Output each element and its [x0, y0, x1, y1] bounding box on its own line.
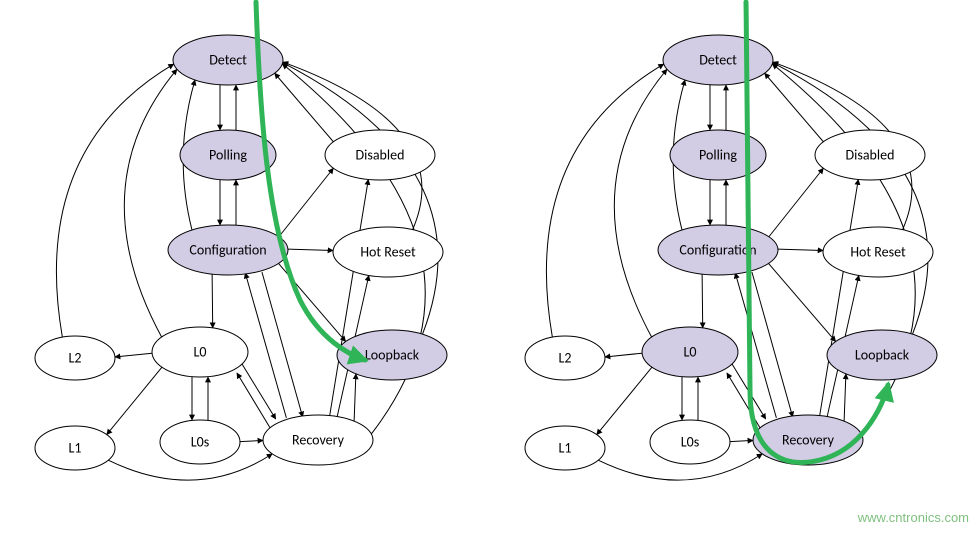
- edge: [237, 373, 272, 431]
- edge: [275, 73, 334, 142]
- edge: [727, 373, 762, 431]
- edge: [354, 374, 356, 421]
- state-hotreset-label: Hot Reset: [360, 243, 416, 260]
- state-diagram-canvas: Detect Polling Configuration L0 L0s L2 L1 Disab…: [0, 0, 979, 533]
- state-l1-label: L1: [69, 439, 82, 456]
- edge: [288, 249, 333, 250]
- edge: [283, 63, 438, 335]
- state-l2-label: L2: [69, 349, 82, 366]
- state-disabled-label: Disabled: [846, 146, 895, 163]
- edge: [597, 367, 652, 434]
- diagram-1: Detect Polling Configuration L0 L0s L2 L1 Disab…: [525, 2, 937, 480]
- state-loopback-label: Loopback: [365, 346, 420, 363]
- edge: [702, 274, 703, 328]
- edge: [752, 272, 793, 417]
- state-disabled-label: Disabled: [356, 146, 405, 163]
- edge: [56, 64, 173, 337]
- edge: [107, 367, 162, 434]
- state-config-label: Configuration: [189, 241, 266, 258]
- edge: [279, 168, 333, 237]
- state-config-label: Configuration: [679, 241, 756, 258]
- edge: [240, 440, 263, 441]
- edge: [212, 274, 213, 328]
- edge: [614, 69, 667, 337]
- edge: [605, 353, 642, 357]
- edge: [765, 73, 824, 142]
- state-recovery-label: Recovery: [782, 431, 835, 448]
- state-l0s-label: L0s: [191, 433, 209, 450]
- edge: [820, 179, 859, 415]
- watermark: www.cntronics.com: [858, 510, 969, 525]
- edge: [330, 179, 369, 415]
- state-polling-label: Polling: [209, 146, 247, 163]
- state-l0-label: L0: [194, 343, 207, 360]
- edge: [124, 69, 177, 337]
- state-polling-label: Polling: [699, 146, 737, 163]
- edge: [844, 374, 846, 421]
- edge: [769, 263, 836, 341]
- state-l0-label: L0: [684, 343, 697, 360]
- state-l2-label: L2: [559, 349, 572, 366]
- state-detect-label: Detect: [699, 51, 737, 68]
- edge: [769, 168, 823, 237]
- state-l1-label: L1: [559, 439, 572, 456]
- edge: [546, 64, 663, 337]
- state-detect-label: Detect: [209, 51, 247, 68]
- state-recovery-label: Recovery: [292, 431, 345, 448]
- edge: [240, 361, 276, 419]
- edge: [115, 353, 152, 357]
- edge: [778, 249, 823, 250]
- state-l0s-label: L0s: [681, 433, 699, 450]
- edge: [730, 440, 753, 441]
- diagram-0: Detect Polling Configuration L0 L0s L2 L1 Disab…: [35, 2, 447, 480]
- edge: [773, 63, 928, 335]
- state-hotreset-label: Hot Reset: [850, 243, 906, 260]
- state-loopback-label: Loopback: [855, 346, 910, 363]
